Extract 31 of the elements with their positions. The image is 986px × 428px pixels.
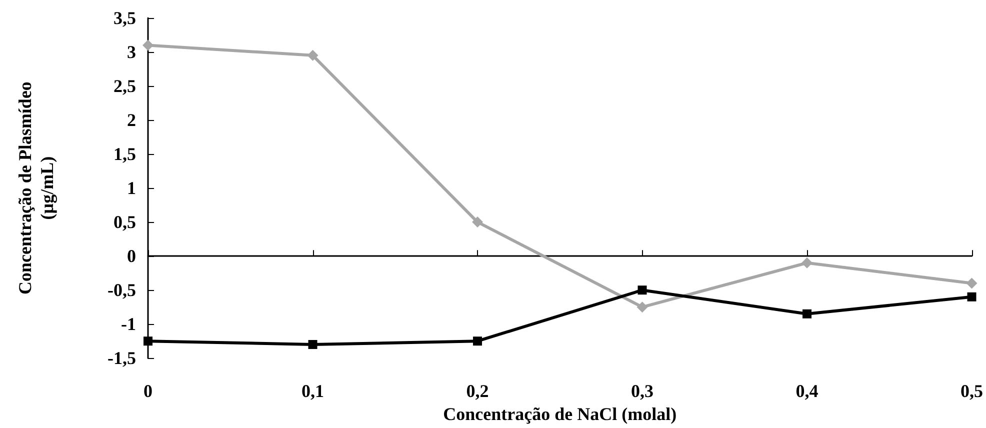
point — [472, 216, 483, 228]
point — [802, 257, 812, 268]
y-axis-title: Concentração de Plasmídeo (µg/mL) — [15, 82, 57, 295]
y-tick-label: -1 — [121, 314, 136, 334]
point — [308, 340, 318, 349]
point — [307, 50, 318, 61]
y-tick-label: 2,5 — [114, 76, 136, 96]
x-tick-label: 0,4 — [796, 381, 818, 402]
y-tick-label: -1,5 — [108, 348, 136, 368]
point — [638, 286, 647, 295]
x-tick-label: 0,5 — [960, 381, 983, 402]
y-tick-label: 3 — [127, 42, 136, 62]
x-tick-label: 0,2 — [466, 381, 489, 402]
point — [473, 336, 482, 346]
point — [144, 336, 152, 346]
y-tick-label: 2 — [127, 110, 136, 130]
x-tick-label: 0,3 — [631, 381, 654, 402]
y-tick-label: 1 — [127, 178, 136, 198]
y-tick-label: -0,5 — [108, 280, 136, 300]
y-tick-label: 0 — [127, 246, 136, 266]
y-tick-label: 3,5 — [114, 8, 136, 28]
y-tick-label: 0,5 — [114, 212, 136, 232]
point — [967, 292, 976, 302]
x-axis-title: Concentração de NaCl (molal) — [443, 404, 677, 424]
x-tick-label: 0,1 — [302, 381, 324, 402]
point — [636, 302, 648, 313]
y-tick-label: 1,5 — [114, 144, 136, 164]
x-tick-label: 0 — [144, 381, 152, 402]
point — [966, 278, 978, 289]
point — [802, 309, 812, 318]
point — [142, 40, 154, 51]
